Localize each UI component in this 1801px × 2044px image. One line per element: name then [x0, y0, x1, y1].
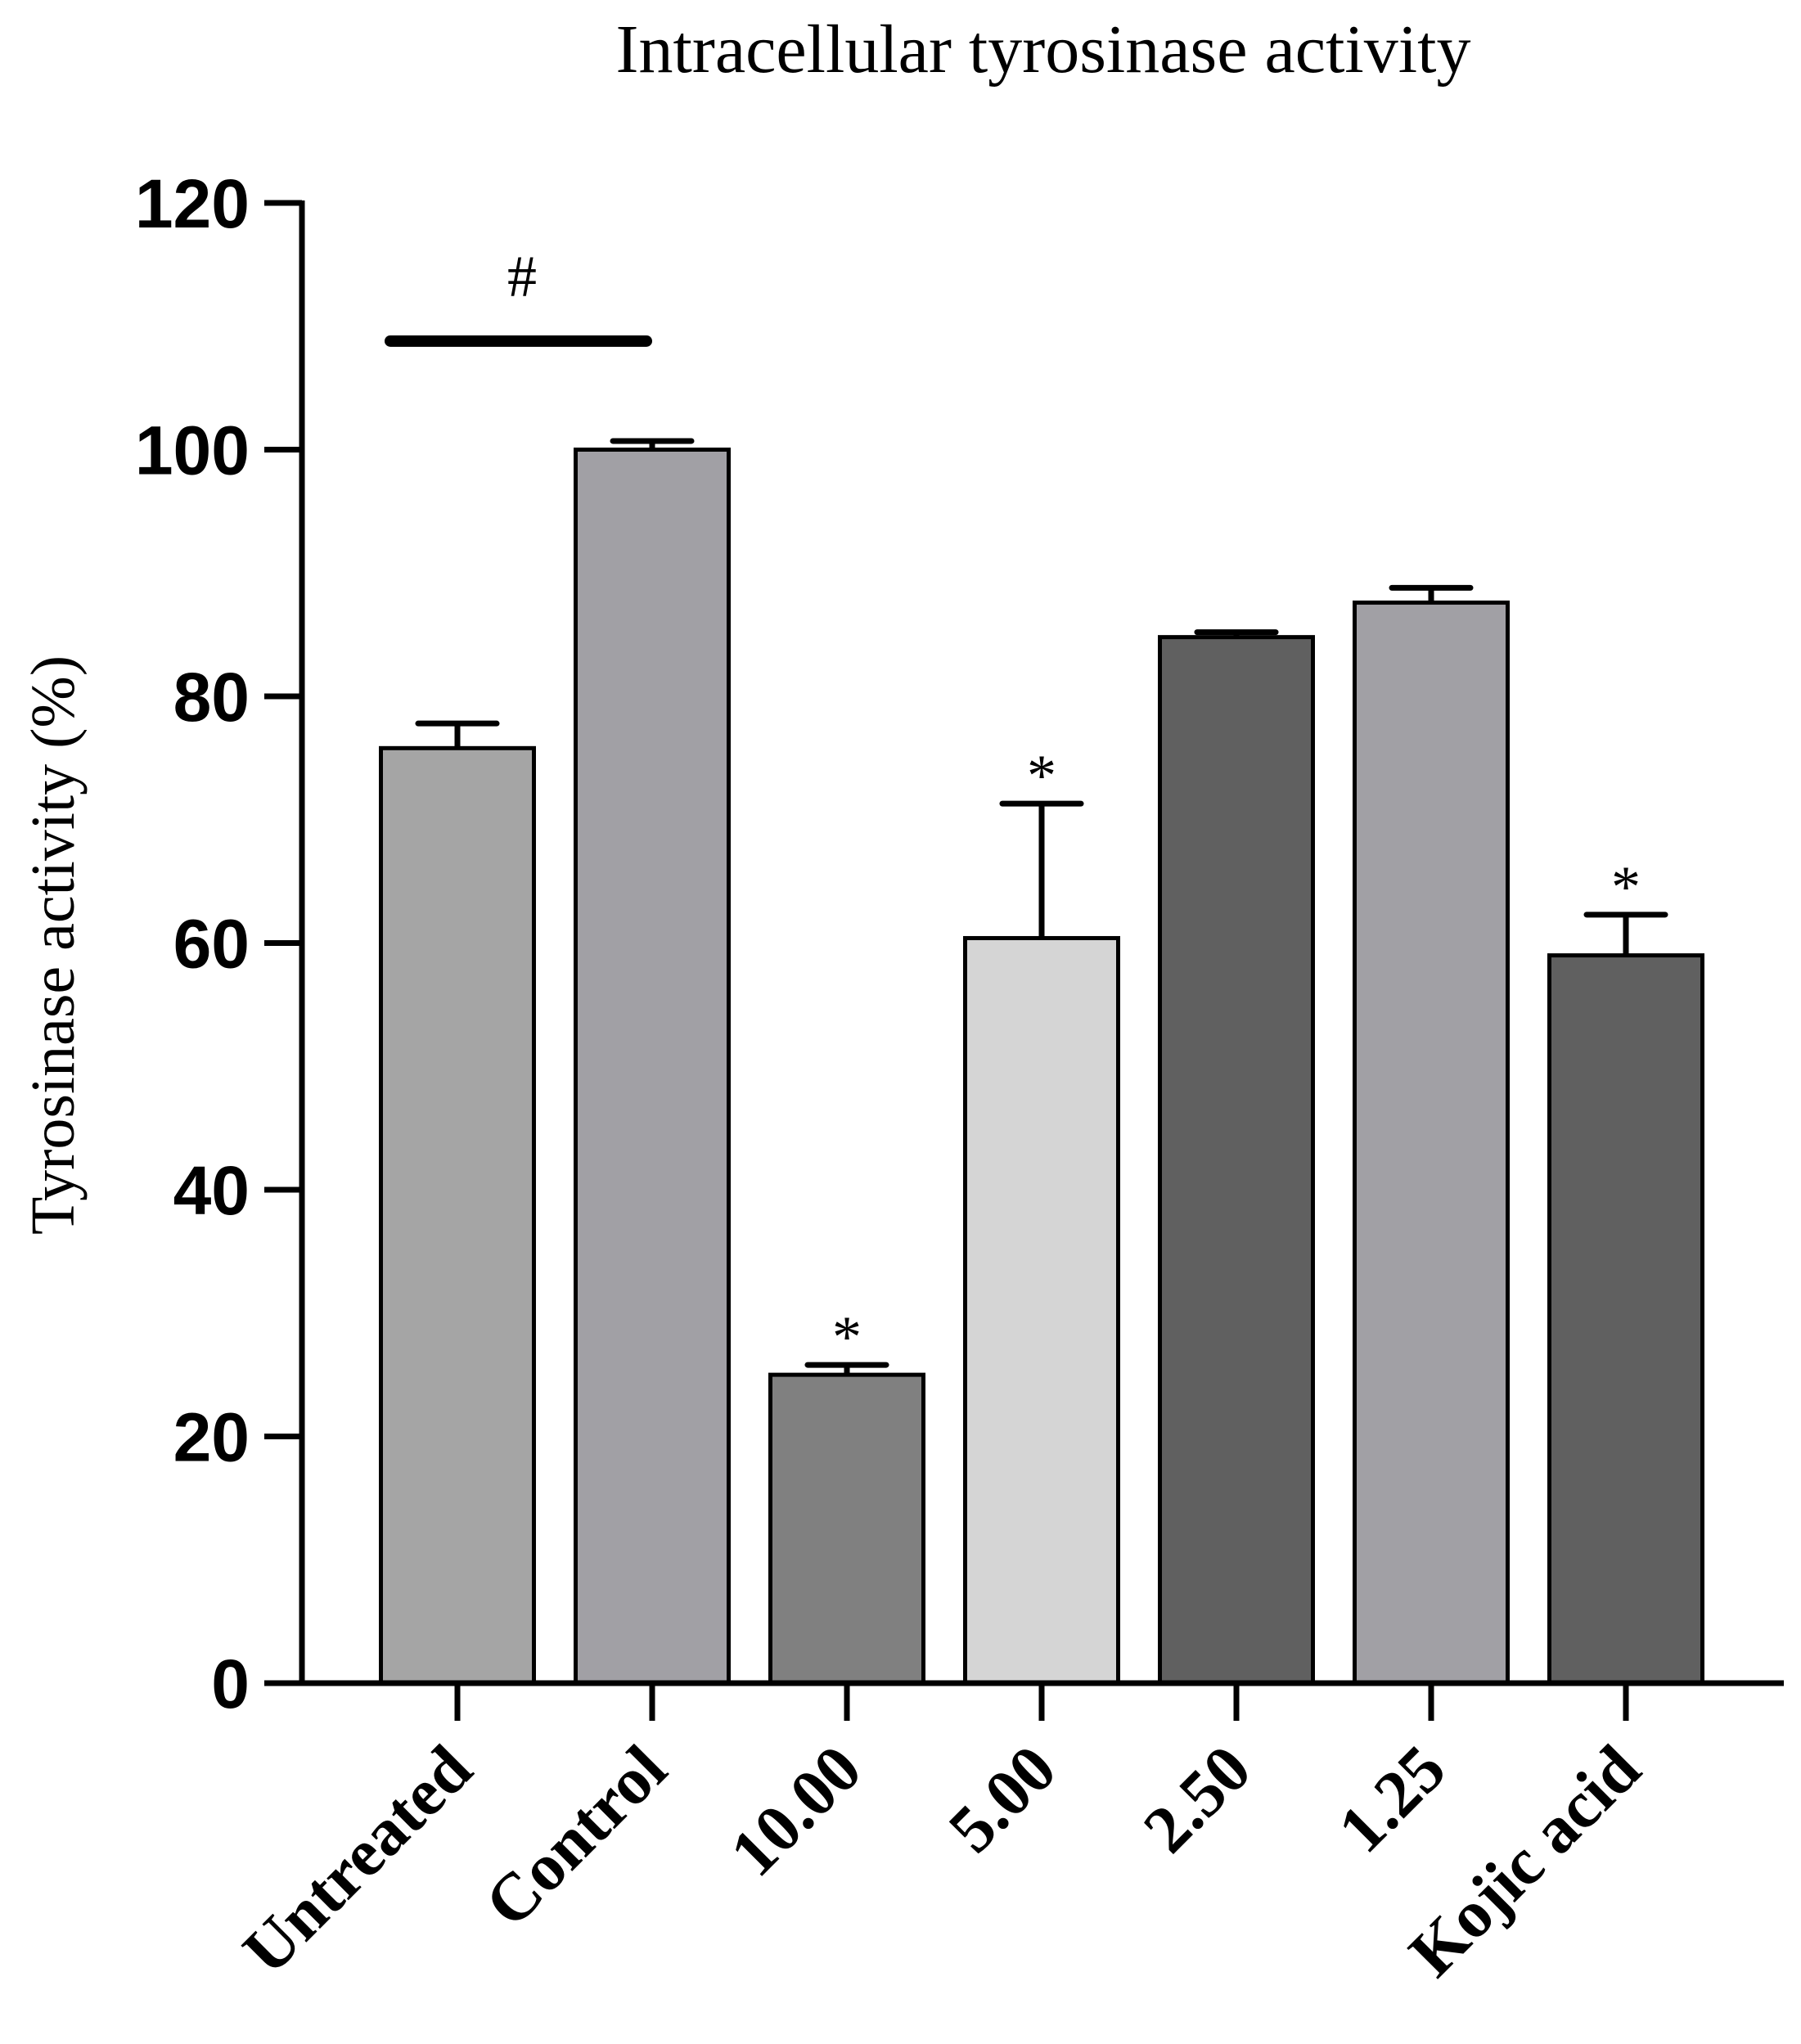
- x-tick-label: 1.25: [1324, 1731, 1460, 1866]
- y-tick-label: 0: [211, 1646, 250, 1722]
- bar-1-25: [1353, 600, 1510, 1686]
- x-tick-label: 10.00: [716, 1731, 876, 1890]
- y-axis-label: Tyrosinase activity (%): [19, 655, 88, 1235]
- y-tick-label: 40: [173, 1152, 250, 1229]
- x-tick-label: 2.50: [1129, 1731, 1265, 1866]
- error-bars-group: [415, 438, 1668, 1375]
- bracket-symbol: #: [507, 244, 537, 309]
- bar-5-00: [963, 935, 1120, 1686]
- y-ticks-group: 0 20 40 60 80 100 120: [135, 165, 302, 1722]
- bars-group: [379, 448, 1704, 1686]
- bar-untreated: [379, 745, 536, 1686]
- bar-kojic-acid: [1547, 953, 1704, 1686]
- annotations-group: * * * #: [385, 244, 1641, 1370]
- significance-marker: *: [832, 1304, 862, 1370]
- y-tick-label: 80: [173, 659, 250, 736]
- y-tick-label: 60: [173, 906, 250, 983]
- x-tick-label: Untreated: [228, 1731, 485, 1988]
- y-tick-label: 120: [135, 165, 250, 242]
- x-tick-label: 5.00: [934, 1731, 1070, 1866]
- x-tick-label: Control: [471, 1731, 681, 1941]
- bar-10-00: [768, 1372, 925, 1686]
- significance-marker: *: [1027, 743, 1056, 808]
- y-tick-label: 20: [173, 1399, 250, 1476]
- chart-title: Intracellular tyrosinase activity: [616, 11, 1471, 88]
- bar-control: [574, 448, 731, 1686]
- bar-2-50: [1158, 635, 1315, 1686]
- significance-marker: *: [1611, 854, 1641, 920]
- y-tick-label: 100: [135, 412, 250, 489]
